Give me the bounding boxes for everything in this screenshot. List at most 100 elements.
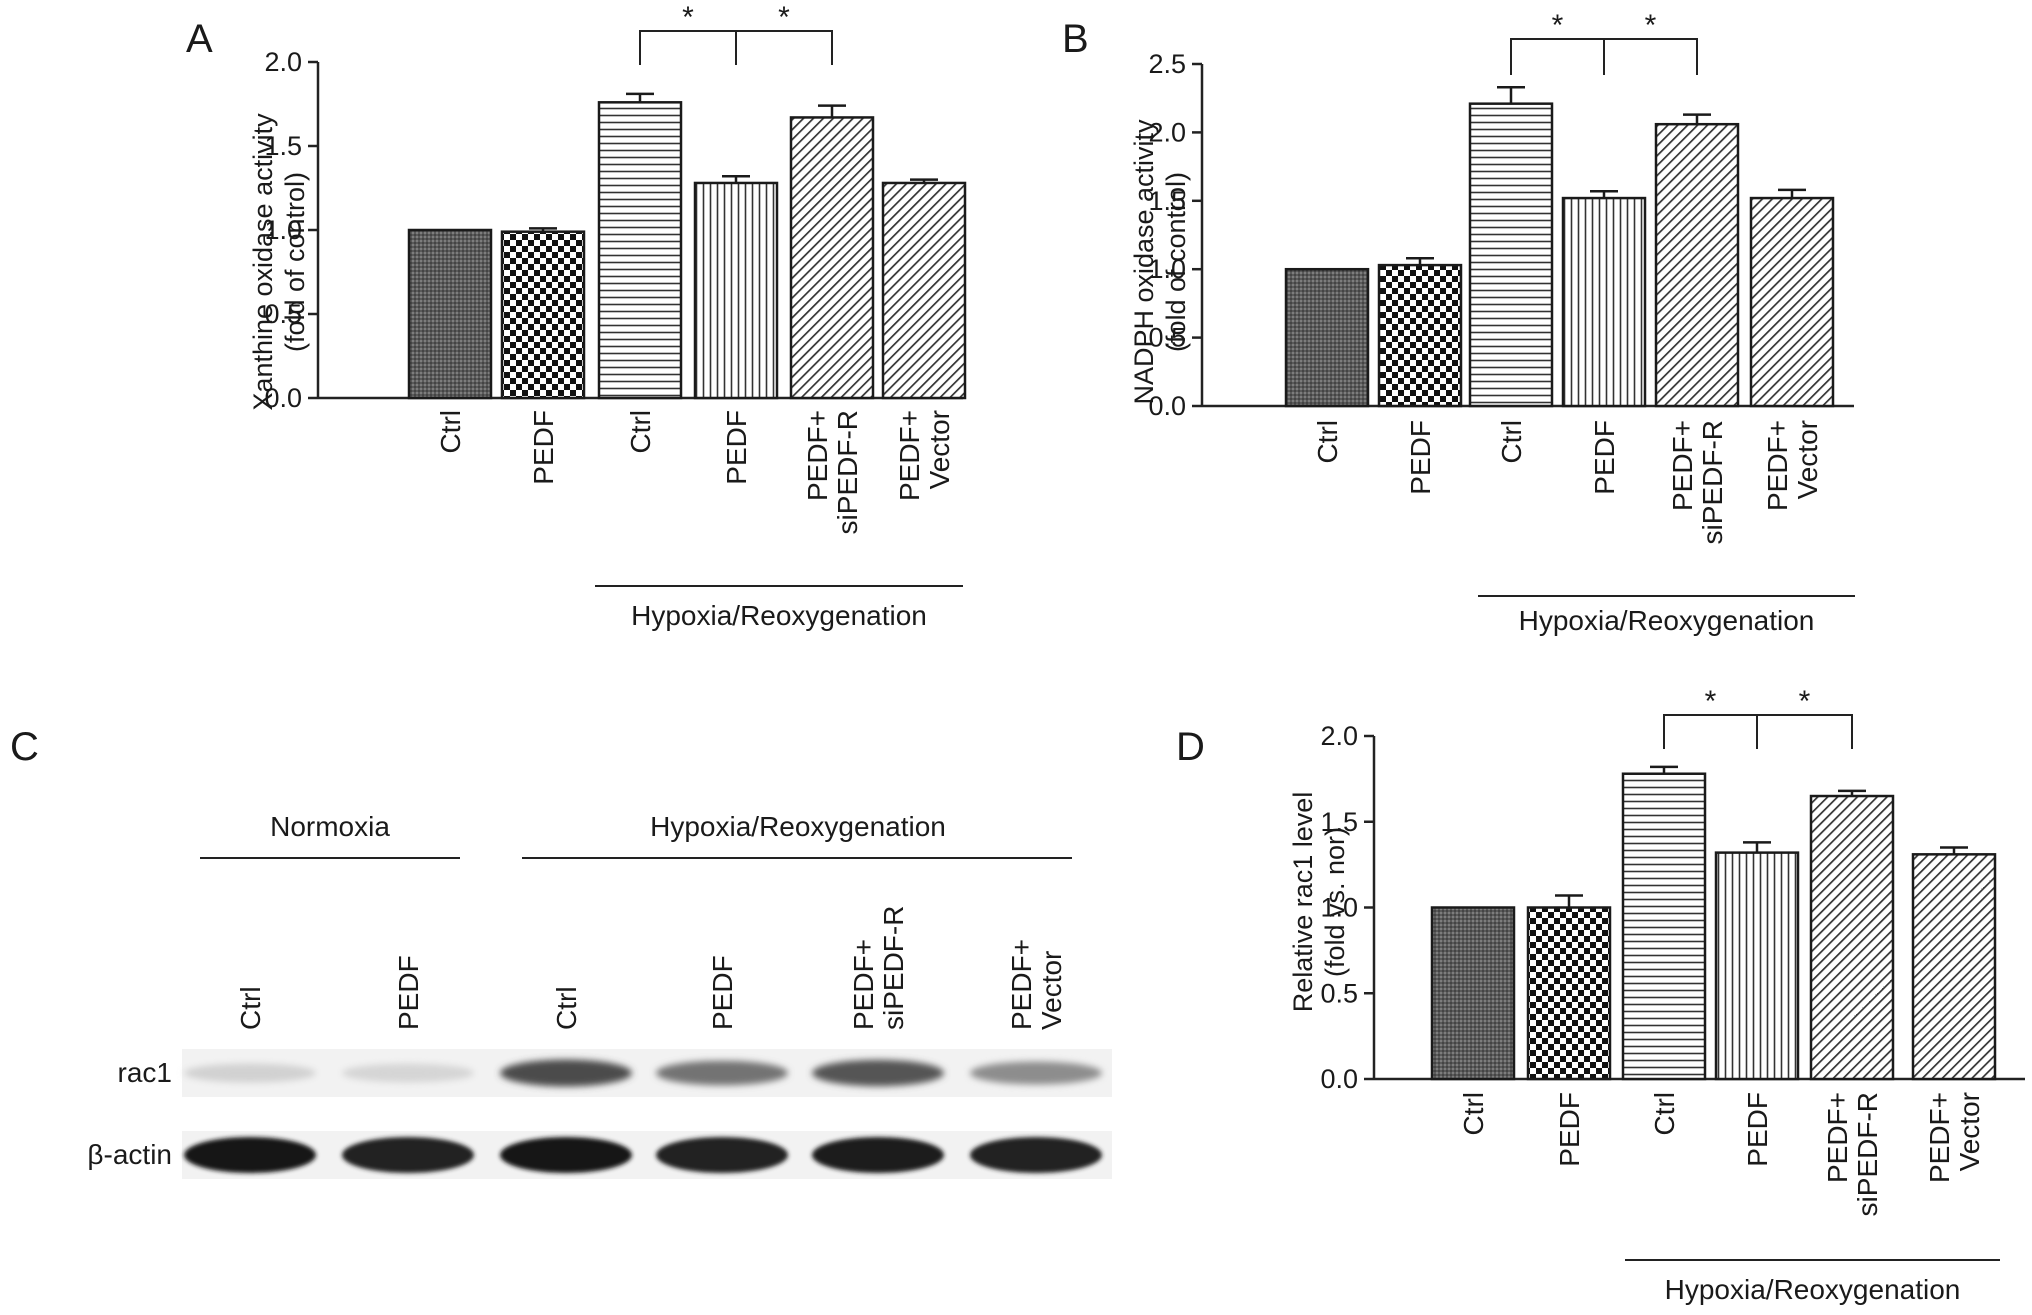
category-label-a-5: PEDF+siPEDF-R bbox=[802, 410, 863, 534]
category-label-d-1: Ctrl bbox=[1458, 1092, 1489, 1136]
significance-bracket-a-1 bbox=[639, 30, 737, 65]
blot-band-1-2 bbox=[342, 1063, 474, 1083]
group-label-b: Hypoxia/Reoxygenation bbox=[1519, 605, 1815, 636]
significance-star-d-2: * bbox=[1799, 685, 1811, 718]
category-label-b-1: Ctrl bbox=[1312, 420, 1343, 464]
blot-strip-2 bbox=[182, 1131, 1112, 1179]
category-label-line: Ctrl bbox=[1312, 420, 1343, 464]
y-tick-label-a: 0.0 bbox=[264, 383, 302, 413]
category-label-line: Vector bbox=[924, 410, 955, 489]
category-label-b-6: PEDF+Vector bbox=[1762, 420, 1823, 511]
category-label-line: siPEDF-R bbox=[1852, 1092, 1883, 1216]
category-label-d-4: PEDF bbox=[1742, 1092, 1773, 1167]
blot-band-2-3 bbox=[500, 1137, 632, 1173]
panel-letter-d: D bbox=[1176, 725, 1205, 769]
blot-band-2-4 bbox=[656, 1137, 788, 1173]
y-tick-label-a: 2.0 bbox=[264, 47, 302, 77]
bar-b-6 bbox=[1749, 196, 1835, 408]
bar-b-3 bbox=[1468, 102, 1554, 408]
y-tick-label-b: 2.0 bbox=[1148, 117, 1186, 147]
category-label-b-5: PEDF+siPEDF-R bbox=[1667, 420, 1728, 544]
significance-bracket-a-2 bbox=[735, 30, 833, 65]
category-label-b-2: PEDF bbox=[1405, 420, 1436, 495]
blot-band-1-3 bbox=[500, 1059, 632, 1087]
blot-lane-label-line: PEDF+ bbox=[1006, 939, 1037, 1030]
blot-band-1-6 bbox=[970, 1061, 1102, 1085]
category-label-d-5: PEDF+siPEDF-R bbox=[1822, 1092, 1883, 1216]
category-label-a-6: PEDF+Vector bbox=[894, 410, 955, 501]
significance-bracket-b-2 bbox=[1603, 38, 1698, 75]
category-label-a-1: Ctrl bbox=[435, 410, 466, 454]
blot-lane-label-line: siPEDF-R bbox=[878, 906, 909, 1030]
y-axis-title-line: Xanthine oxidase activity bbox=[248, 113, 278, 411]
significance-bracket-d-2 bbox=[1756, 714, 1853, 749]
bar-a-6 bbox=[881, 181, 967, 400]
significance-bracket-d-1 bbox=[1663, 714, 1758, 749]
chart-nadph-oxidase: 0.0 0.5 1.0 1.5 2.0 2.5 NADPH oxidase activity… bbox=[1129, 9, 1855, 636]
bar-b-1 bbox=[1284, 267, 1370, 408]
category-label-line: PEDF bbox=[1554, 1092, 1585, 1167]
y-tick-label-b: 2.5 bbox=[1148, 49, 1186, 79]
significance-bracket-b-1 bbox=[1510, 38, 1605, 75]
category-label-a-4: PEDF bbox=[721, 410, 752, 485]
category-label-line: Vector bbox=[1954, 1092, 1985, 1171]
bar-b-2 bbox=[1377, 263, 1463, 408]
blot-lane-label-line: PEDF bbox=[707, 955, 738, 1030]
bar-d-2 bbox=[1526, 906, 1612, 1081]
significance-star-b-2: * bbox=[1645, 9, 1657, 42]
category-label-line: Ctrl bbox=[625, 410, 656, 454]
category-label-line: PEDF+ bbox=[894, 410, 925, 501]
bar-d-4 bbox=[1714, 851, 1800, 1081]
blot-band-2-2 bbox=[342, 1137, 474, 1173]
blot-lane-label-3: Ctrl bbox=[551, 986, 582, 1030]
category-label-line: PEDF+ bbox=[1667, 420, 1698, 511]
category-label-line: PEDF+ bbox=[1762, 420, 1793, 511]
y-tick-label-b: 1.5 bbox=[1148, 186, 1186, 216]
blot-row-label-1: rac1 bbox=[118, 1057, 172, 1088]
chart-xanthine-oxidase: 0.0 0.5 1.0 1.5 2.0 Xanthine oxidase activity… bbox=[248, 1, 967, 631]
significance-star-d-1: * bbox=[1705, 685, 1717, 718]
chart-relative-rac1: 0.0 0.5 1.0 1.5 2.0 Relative rac1 level(fold … bbox=[1288, 685, 2025, 1305]
blot-band-1-5 bbox=[812, 1059, 944, 1087]
y-tick-label-b: 1.0 bbox=[1148, 254, 1186, 284]
panel-letter-b: B bbox=[1062, 17, 1089, 61]
category-label-line: PEDF+ bbox=[1822, 1092, 1853, 1183]
category-label-b-4: PEDF bbox=[1589, 420, 1620, 495]
y-axis-title-d: Relative rac1 level(fold vs. nor) bbox=[1288, 792, 1350, 1013]
significance-star-a-1: * bbox=[682, 1, 694, 34]
category-label-line: Ctrl bbox=[1649, 1092, 1680, 1136]
blot-lane-label-4: PEDF bbox=[707, 955, 738, 1030]
category-label-a-3: Ctrl bbox=[625, 410, 656, 454]
blot-band-2-1 bbox=[184, 1137, 316, 1173]
y-tick-label-b: 0.0 bbox=[1148, 391, 1186, 421]
blot-strip-1 bbox=[182, 1049, 1112, 1097]
y-tick-label-a: 0.5 bbox=[264, 299, 302, 329]
bar-d-1 bbox=[1430, 906, 1516, 1081]
bar-b-5 bbox=[1654, 122, 1740, 408]
y-tick-label-a: 1.5 bbox=[264, 131, 302, 161]
category-label-line: PEDF bbox=[1405, 420, 1436, 495]
blot-row-label-2: β-actin bbox=[87, 1139, 172, 1170]
bar-b-4 bbox=[1561, 196, 1647, 408]
y-axis-title-a: Xanthine oxidase activity(fold of contro… bbox=[248, 113, 310, 411]
category-label-line: PEDF bbox=[1742, 1092, 1773, 1167]
category-label-a-2: PEDF bbox=[528, 410, 559, 485]
blot-lane-label-line: PEDF+ bbox=[848, 939, 879, 1030]
y-axis-title-line: (fold of control) bbox=[1161, 172, 1191, 352]
category-label-line: Ctrl bbox=[435, 410, 466, 454]
category-label-d-2: PEDF bbox=[1554, 1092, 1585, 1167]
bar-a-3 bbox=[597, 101, 683, 400]
blot-lane-label-line: Ctrl bbox=[551, 986, 582, 1030]
group-label-d: Hypoxia/Reoxygenation bbox=[1665, 1274, 1961, 1305]
category-label-line: PEDF+ bbox=[1924, 1092, 1955, 1183]
blot-lane-label-line: PEDF bbox=[393, 955, 424, 1030]
y-tick-label-d: 0.5 bbox=[1320, 978, 1358, 1008]
blot-group-label-1: Normoxia bbox=[270, 811, 390, 842]
blot-lane-label-2: PEDF bbox=[393, 955, 424, 1030]
blot-band-1-4 bbox=[656, 1060, 788, 1086]
blot-lane-label-6: PEDF+Vector bbox=[1006, 939, 1067, 1030]
category-label-line: siPEDF-R bbox=[832, 410, 863, 534]
category-label-line: Ctrl bbox=[1496, 420, 1527, 464]
blot-lane-label-5: PEDF+siPEDF-R bbox=[848, 906, 909, 1030]
